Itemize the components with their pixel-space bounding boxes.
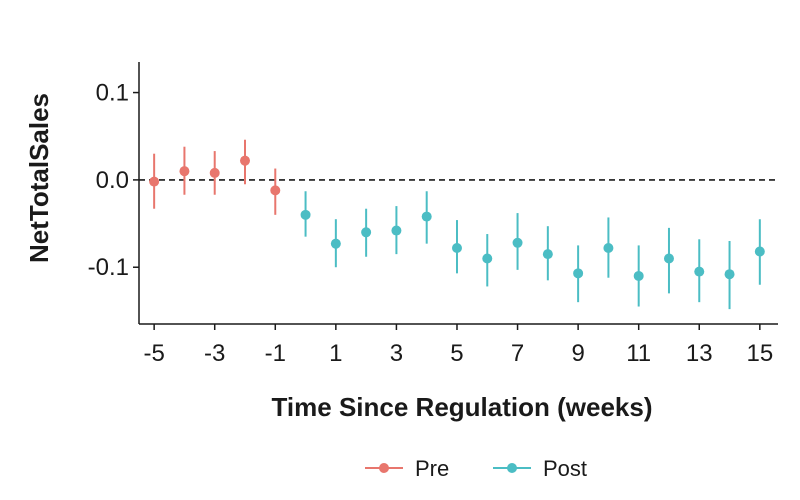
data-point: [421, 211, 432, 222]
x-tick-label: 11: [626, 340, 651, 367]
y-tick-label: 0.1: [96, 80, 129, 107]
data-point: [603, 243, 614, 254]
data-point: [330, 238, 341, 249]
legend-label: Pre: [415, 456, 449, 481]
legend: Pre Post: [365, 456, 587, 481]
x-tick-label: 7: [511, 340, 524, 367]
data-point: [391, 225, 402, 236]
y-tick-label: -0.1: [88, 254, 129, 281]
x-tick-label: 9: [571, 340, 584, 367]
x-tick-label: -3: [204, 340, 225, 367]
data-point: [724, 269, 735, 280]
y-tick-label: 0.0: [96, 167, 129, 194]
data-point: [754, 246, 765, 257]
x-tick-label: 1: [329, 340, 342, 367]
legend-key-point: [379, 463, 389, 473]
data-point: [300, 209, 311, 220]
data-point: [209, 167, 220, 178]
x-tick-label: 3: [390, 340, 403, 367]
x-tick-label: 5: [450, 340, 463, 367]
x-tick-label: -1: [265, 340, 286, 367]
data-point: [663, 253, 674, 264]
x-tick-label: 15: [746, 340, 773, 367]
data-marks: [149, 139, 765, 310]
data-point: [239, 155, 250, 166]
legend-label: Post: [543, 456, 587, 481]
data-point: [573, 268, 584, 279]
data-point: [633, 270, 644, 281]
data-point: [270, 185, 281, 196]
data-point: [451, 243, 462, 254]
data-point: [361, 227, 372, 238]
x-tick-label: 13: [686, 340, 713, 367]
legend-key-point: [507, 463, 517, 473]
x-tick-label: -5: [143, 340, 164, 367]
data-point: [512, 237, 523, 248]
data-point: [179, 166, 190, 177]
data-point: [482, 253, 493, 264]
data-point: [542, 249, 553, 260]
data-point: [694, 266, 705, 277]
y-axis-title: NetTotalSales: [24, 93, 54, 263]
axes: 0.10.0-0.1-5 -3 -1 1 3 5 7 9 11 13 15: [88, 62, 778, 367]
data-point: [149, 176, 160, 187]
x-axis-title: Time Since Regulation (weeks): [272, 392, 653, 422]
